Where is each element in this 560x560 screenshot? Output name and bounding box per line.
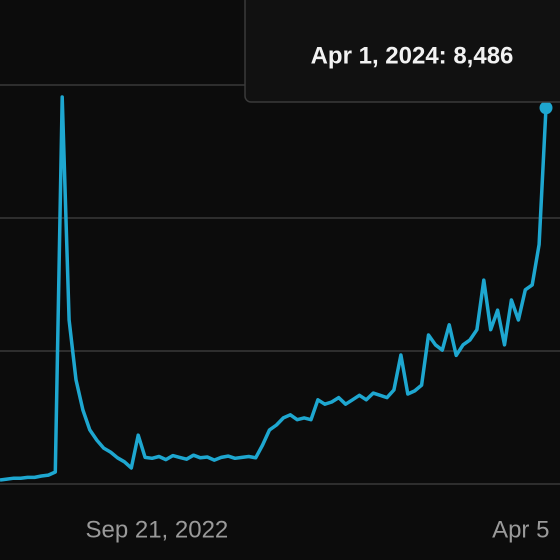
plot xyxy=(0,95,553,482)
x-tick-label: Sep 21, 2022 xyxy=(85,516,228,543)
data-line xyxy=(0,95,548,482)
x-axis: Sep 21, 2022 Apr 5 xyxy=(85,516,549,543)
tooltip-text: Apr 1, 2024: 8,486 xyxy=(311,42,514,69)
tooltip-box xyxy=(244,0,560,103)
x-tick-label: Apr 5 xyxy=(492,516,549,543)
highlight-point xyxy=(539,101,553,115)
